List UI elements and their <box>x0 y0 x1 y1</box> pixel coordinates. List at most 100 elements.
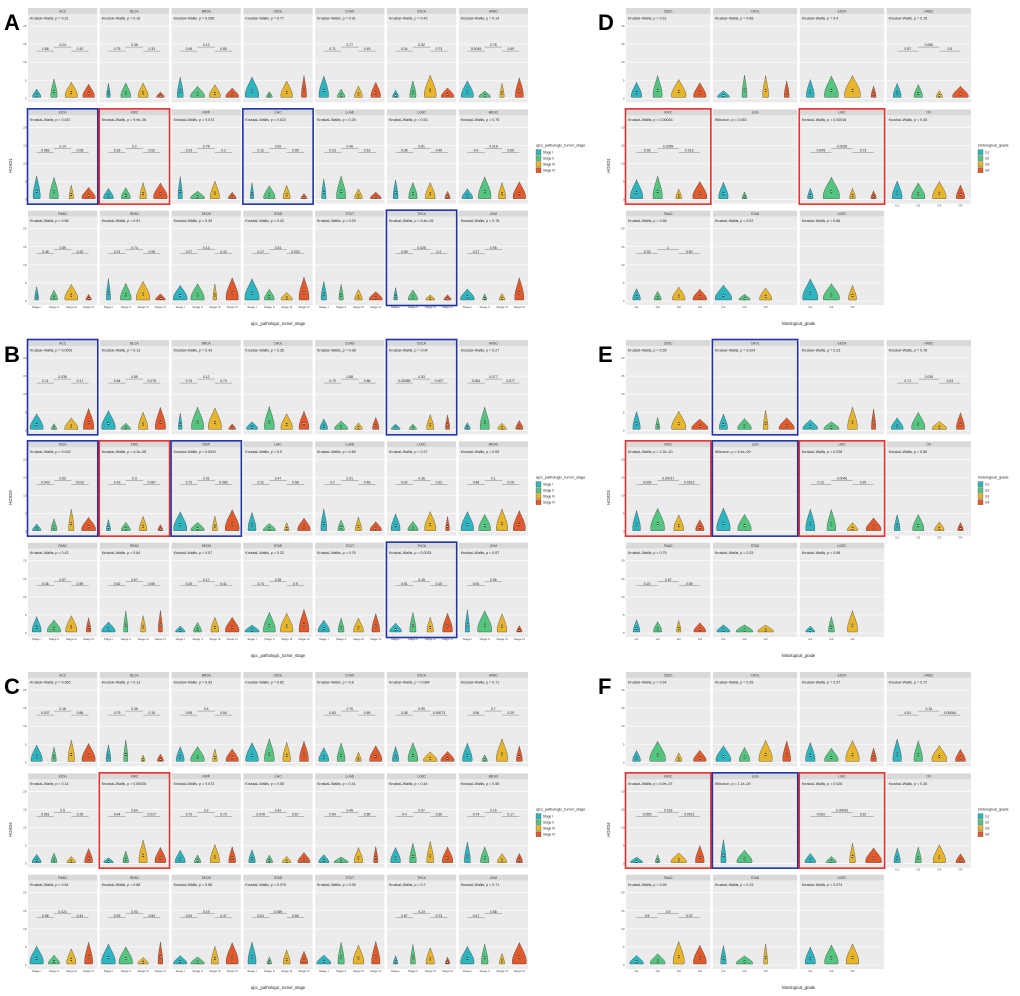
pval-label: 0.4 <box>402 812 407 816</box>
pval-label: 0.037 <box>41 711 50 715</box>
y-tick-label: 15 <box>621 706 625 710</box>
y-tick-label: 5 <box>25 945 27 949</box>
pval-label: 0.18 <box>59 707 66 711</box>
legend-label: Stage I <box>543 815 553 819</box>
median-point <box>394 94 397 97</box>
highlight-box <box>624 772 712 869</box>
highlight-box <box>385 541 458 639</box>
x-tick-label: Stage I <box>104 969 114 973</box>
pval-label: 0.59 <box>418 707 425 711</box>
y-tick-label: 5 <box>623 512 625 516</box>
facet-strip <box>99 210 170 217</box>
legend-label: G4 <box>985 169 989 173</box>
pval-label: 0.7 <box>491 707 496 711</box>
median-point <box>743 89 746 91</box>
facet-strip <box>886 773 971 780</box>
median-point <box>412 625 414 627</box>
violin <box>355 751 362 762</box>
test-label: Kruskal–Wallis, p = 0.27 <box>461 349 500 353</box>
violin <box>155 406 166 430</box>
highlight-box <box>26 440 99 537</box>
median-point <box>786 425 788 427</box>
test-label: Kruskal–Wallis, p = 0.37 <box>802 681 841 685</box>
median-point <box>466 91 468 93</box>
x-tick-label: Stage I <box>104 637 114 641</box>
y-axis-title: HOXD4 <box>606 822 611 837</box>
violin <box>691 418 709 430</box>
median-point <box>466 624 468 626</box>
median-point <box>722 522 725 524</box>
facet-title: LUAD <box>346 775 355 779</box>
y-tick-label: 10 <box>621 392 625 396</box>
pval-label: 0.1 <box>221 148 226 152</box>
facet-title: PAAD <box>664 544 673 548</box>
facet-plot-area <box>315 779 385 868</box>
facet-strip <box>386 542 457 549</box>
facet-strip <box>712 542 798 549</box>
violin <box>461 80 474 98</box>
median-point <box>872 857 875 859</box>
median-point <box>722 755 725 758</box>
pval-label: 0.46 <box>346 144 353 148</box>
facet-plot-area <box>458 779 528 868</box>
violin <box>759 287 772 301</box>
median-point <box>357 296 360 298</box>
facet-title: COAD <box>345 341 355 345</box>
median-point <box>268 421 270 423</box>
pval-label: 0.0059 <box>663 144 673 148</box>
pval-label: 0.33 <box>114 148 121 152</box>
violin <box>300 950 308 965</box>
median-point <box>340 426 342 428</box>
test-label: Kruskal–Wallis, p = 9.9e–06 <box>102 118 147 122</box>
test-label: Kruskal–Wallis, p = 0.073 <box>174 782 215 786</box>
pval-label: 0.93 <box>131 910 138 914</box>
violin <box>121 187 131 199</box>
median-point <box>231 626 233 629</box>
y-tick-label: 0 <box>623 96 625 100</box>
violin <box>263 523 276 531</box>
x-tick-label: G1 <box>721 637 725 641</box>
violin <box>158 610 163 633</box>
violin <box>371 941 381 965</box>
legend-label: Stage II <box>543 489 554 493</box>
facet-title: ACC <box>59 341 66 345</box>
median-point <box>70 294 72 296</box>
median-point <box>699 92 701 94</box>
violin <box>64 81 78 98</box>
median-point <box>678 859 680 861</box>
median-point <box>107 422 110 425</box>
median-point <box>809 630 811 632</box>
y-tick-label: 0 <box>25 631 27 635</box>
violin <box>741 75 748 98</box>
median-point <box>743 961 746 963</box>
violin <box>498 182 506 199</box>
median-point <box>375 425 377 427</box>
median-point <box>107 628 110 630</box>
facet-strip <box>799 874 885 881</box>
x-tick-label: G4 <box>698 305 702 309</box>
test-label: Kruskal–Wallis, p = 0.57 <box>174 551 213 555</box>
x-tick-label: G4 <box>958 536 962 540</box>
pval-label: 0.37 <box>686 914 693 918</box>
pval-label: 0.23 <box>329 148 336 152</box>
median-point <box>142 525 144 527</box>
violin <box>247 942 257 965</box>
violin <box>48 954 60 965</box>
facet-plot-area <box>243 115 313 204</box>
panel-a: AHOXD1ajcc_pathologic_tumor_stageACC0510… <box>4 8 585 326</box>
violin <box>298 410 310 430</box>
x-tick-label: Stage II <box>480 305 491 309</box>
legend-label: Stage III <box>543 827 555 831</box>
median-point <box>303 754 305 756</box>
pval-label: 0.17 <box>507 812 514 816</box>
violin <box>137 957 149 965</box>
x-tick-label: Stage III <box>66 305 77 309</box>
violin <box>497 853 507 863</box>
median-point <box>938 426 940 428</box>
pval-label: 0.34 <box>401 47 408 51</box>
violin <box>190 283 205 301</box>
